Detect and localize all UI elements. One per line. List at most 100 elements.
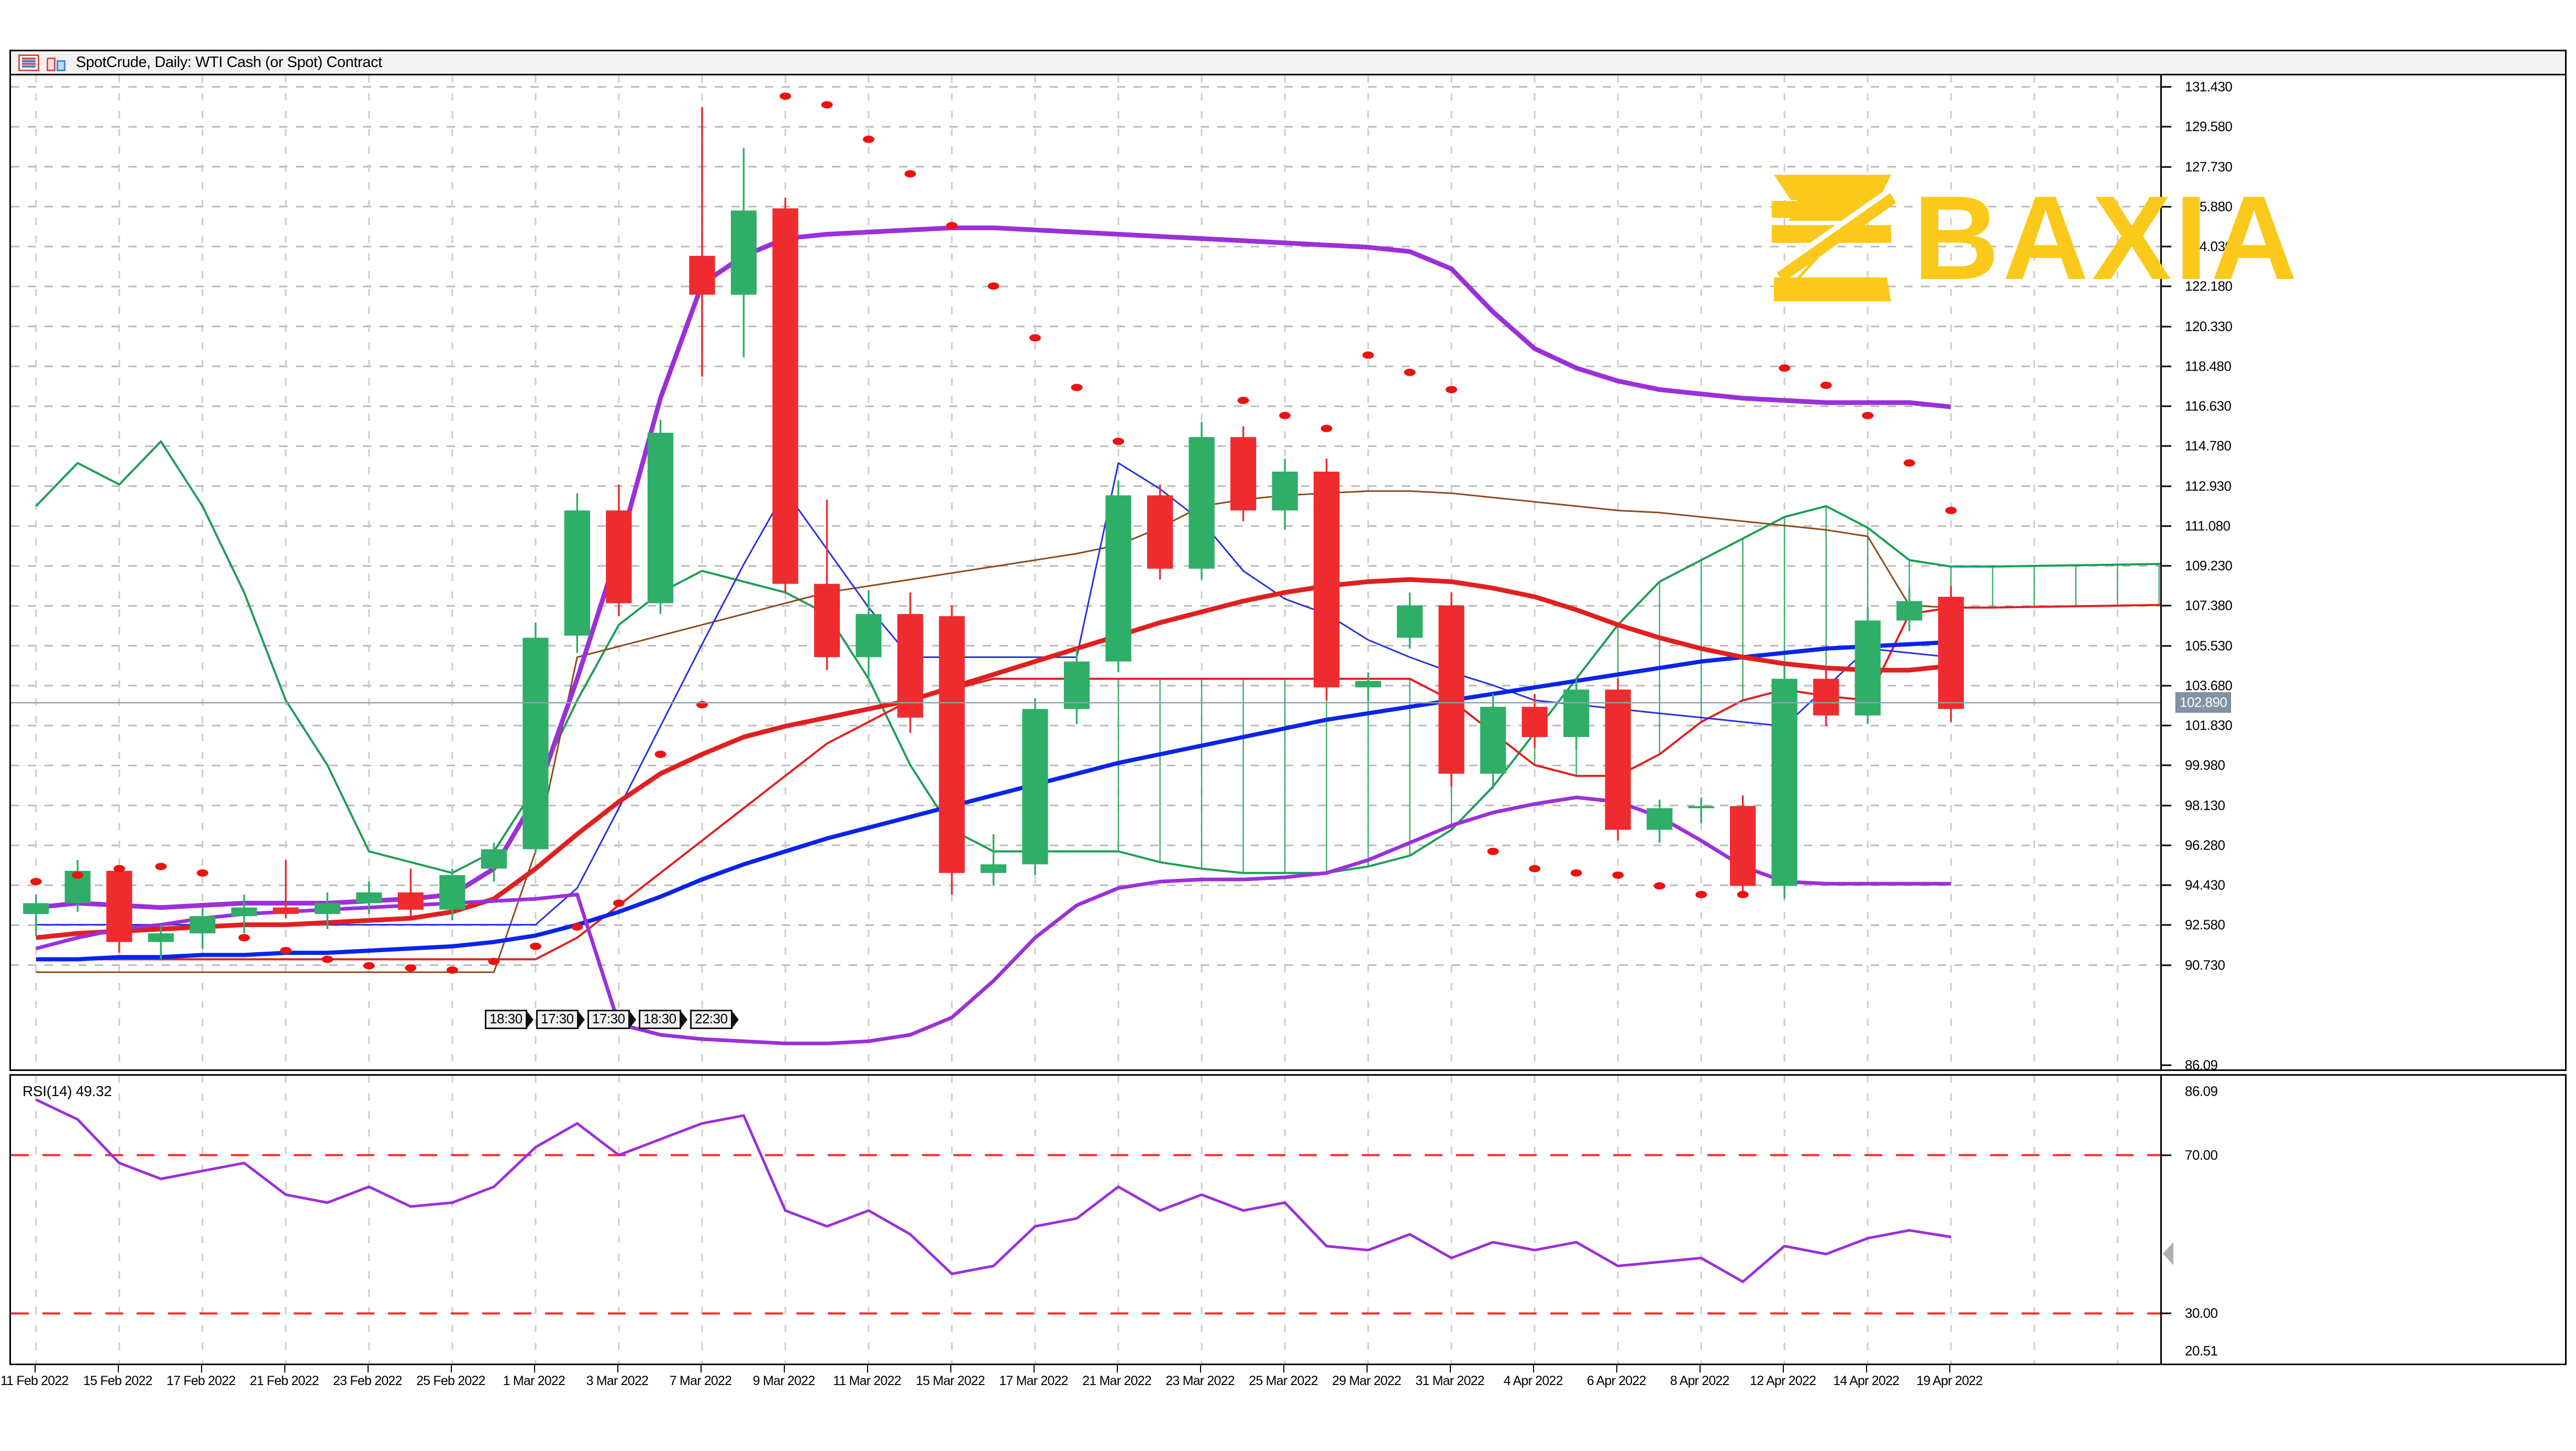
date-tick — [1533, 1365, 1535, 1372]
date-tick-label: 31 Mar 2022 — [1415, 1374, 1484, 1388]
baxia-watermark: BAXIA — [1770, 173, 2300, 304]
date-tick-label: 11 Mar 2022 — [833, 1374, 902, 1388]
sar-dot — [1612, 871, 1624, 879]
time-tag[interactable]: 17:30 — [587, 1010, 636, 1030]
date-tick-label: 9 Mar 2022 — [752, 1374, 815, 1388]
rsi-chart-svg — [11, 1076, 2160, 1364]
candle — [1688, 806, 1714, 809]
rsi-tick-label: 20.51 — [2185, 1343, 2218, 1359]
price-scale-divider — [2160, 75, 2162, 1069]
price-plot-area[interactable]: 18:30 17:30 17:30 18:30 22:30 — [11, 75, 2565, 1069]
date-tick-label: 8 Apr 2022 — [1670, 1374, 1730, 1388]
sar-dot — [946, 222, 958, 230]
sar-dot — [1237, 396, 1249, 404]
sar-dot — [113, 865, 125, 873]
date-tick — [1450, 1365, 1451, 1372]
candle — [772, 208, 798, 584]
date-tick — [1700, 1365, 1701, 1372]
candle — [1855, 620, 1881, 716]
sar-dot — [363, 962, 375, 969]
rsi-tick-label: 70.00 — [2185, 1147, 2218, 1163]
sar-dot — [904, 170, 916, 178]
price-tick — [2162, 884, 2171, 886]
date-tick — [1866, 1365, 1868, 1372]
date-tick — [867, 1365, 868, 1372]
date-tick-label: 25 Feb 2022 — [416, 1374, 485, 1388]
price-tick-label: 99.980 — [2185, 757, 2225, 773]
price-tick-label: 107.380 — [2185, 597, 2233, 613]
time-tag[interactable]: 22:30 — [690, 1010, 739, 1030]
date-tick-label: 29 Mar 2022 — [1332, 1374, 1401, 1388]
date-tick-label: 1 Mar 2022 — [503, 1374, 565, 1388]
sar-dot — [155, 863, 167, 870]
sar-dot — [196, 869, 208, 877]
candle — [564, 510, 591, 636]
candle — [939, 616, 965, 873]
sar-dot — [1279, 411, 1291, 419]
sar-dot — [1903, 459, 1915, 467]
price-tick-label: 114.780 — [2185, 438, 2231, 454]
time-tag-label: 17:30 — [536, 1010, 579, 1030]
bar-chart-icon[interactable] — [47, 54, 68, 71]
price-tick-label: 116.630 — [2185, 398, 2231, 414]
sar-dot — [1487, 847, 1499, 855]
price-tick — [2162, 1064, 2171, 1066]
scale-drag-handle[interactable] — [2163, 1242, 2173, 1266]
time-tag-label: 18:30 — [485, 1010, 527, 1030]
sar-dot — [1695, 890, 1707, 898]
sar-dot — [1029, 334, 1041, 342]
time-tag[interactable]: 18:30 — [639, 1010, 687, 1030]
rsi-tick-label: 86.09 — [2185, 1083, 2218, 1099]
chart-titlebar: SpotCrude, Daily: WTI Cash (or Spot) Con… — [9, 50, 2567, 74]
sar-dot — [1653, 882, 1665, 890]
price-tick-label: 103.680 — [2185, 677, 2233, 694]
candle — [356, 892, 382, 903]
sar-dot — [1529, 865, 1541, 873]
price-tick — [2162, 645, 2171, 647]
date-tick — [1949, 1365, 1951, 1372]
time-tag[interactable]: 17:30 — [536, 1010, 585, 1030]
sar-dot — [321, 955, 334, 963]
price-tick-label: 112.930 — [2185, 478, 2231, 494]
candle — [273, 907, 299, 914]
rsi-title: RSI(14) 49.32 — [23, 1083, 112, 1099]
sar-dot — [1820, 382, 1832, 389]
rsi-tick — [2162, 1312, 2171, 1314]
candle — [1189, 437, 1215, 569]
candle — [148, 933, 174, 942]
candle — [897, 614, 924, 718]
current-price-badge[interactable]: 102.890 — [2175, 692, 2231, 713]
time-tag-arrow — [628, 1010, 636, 1029]
price-tick-label: 131.430 — [2185, 79, 2233, 95]
price-tick-label: 124.030 — [2185, 238, 2233, 254]
time-tag-arrow — [680, 1010, 687, 1029]
price-tick-label: 101.830 — [2185, 717, 2233, 733]
price-tick — [2162, 964, 2171, 966]
baxia-watermark-text: BAXIA — [1913, 172, 2301, 305]
candle — [1396, 605, 1423, 638]
candle — [647, 432, 674, 604]
sar-dot — [72, 871, 84, 879]
date-tick — [783, 1365, 785, 1372]
date-axis: 11 Feb 2022 15 Feb 2022 17 Feb 2022 21 Feb … — [1, 1365, 2567, 1397]
sar-dot — [446, 966, 458, 974]
sar-dot — [1362, 351, 1374, 359]
rsi-line — [35, 1098, 1951, 1283]
sar-dot — [1320, 425, 1333, 432]
date-tick-label: 17 Feb 2022 — [166, 1374, 236, 1388]
date-tick — [700, 1365, 702, 1372]
price-tick — [2162, 445, 2171, 447]
rsi-plot-area[interactable] — [11, 1076, 2565, 1364]
date-tick-label: 19 Apr 2022 — [1916, 1374, 1983, 1388]
baxia-z-logo-icon — [1772, 175, 1895, 302]
date-tick — [1117, 1365, 1118, 1372]
price-tick-label: 125.880 — [2185, 198, 2233, 215]
price-tick-label: 109.230 — [2185, 557, 2233, 574]
rsi-scale[interactable]: 86.09 70.00 30.00 20.51 — [2162, 1076, 2565, 1364]
price-scale[interactable]: 131.430 129.580 127.730 125.880 124.030 122.1… — [2162, 75, 2565, 1069]
table-grid-icon[interactable] — [18, 54, 39, 71]
sar-dot — [488, 957, 500, 965]
time-tag[interactable]: 18:30 — [485, 1010, 534, 1030]
date-tick-label: 17 Mar 2022 — [999, 1374, 1068, 1388]
price-panel: 18:30 17:30 17:30 18:30 22:30 131.430 129.580… — [9, 74, 2567, 1071]
